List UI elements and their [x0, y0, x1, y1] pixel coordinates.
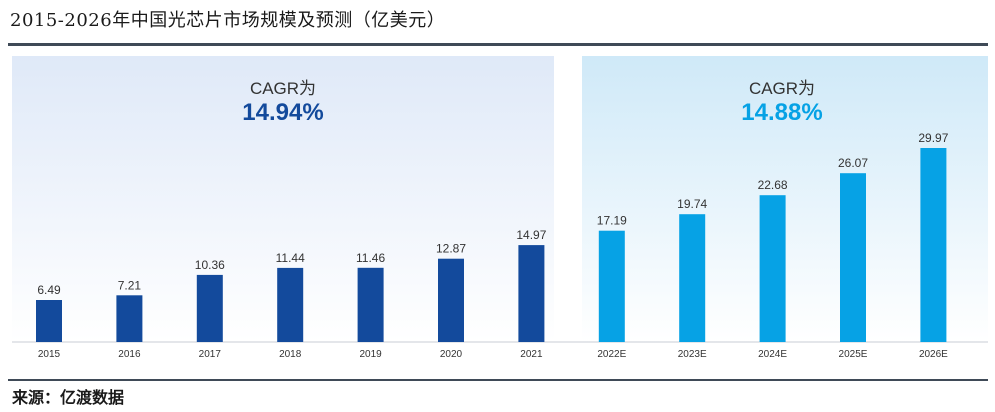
data-label-2016: 7.21	[118, 278, 142, 292]
data-label-2017: 10.36	[195, 258, 225, 272]
bar-2021	[518, 245, 545, 342]
data-label-2018: 11.44	[276, 251, 305, 265]
x-tick-2023E: 2023E	[678, 349, 707, 360]
cagr-value-forecast: 14.88%	[741, 99, 822, 126]
data-label-2025E: 26.07	[838, 156, 868, 170]
x-tick-2025E: 2025E	[839, 349, 868, 360]
bar-2018	[277, 267, 304, 342]
data-label-2024E: 22.68	[758, 178, 788, 192]
chart-title: 2015-2026年中国光芯片市场规模及预测（亿美元）	[10, 10, 446, 31]
bar-2017	[196, 274, 223, 342]
data-label-2026E: 29.97	[918, 131, 948, 145]
cagr-label-historical: CAGR为	[250, 79, 316, 98]
x-tick-2020: 2020	[440, 349, 463, 360]
cagr-value-historical: 14.94%	[242, 99, 323, 126]
x-tick-2022E: 2022E	[597, 349, 626, 360]
bar-2023E	[679, 214, 706, 342]
x-tick-2019: 2019	[359, 349, 382, 360]
bar-2019	[357, 267, 384, 342]
data-label-2022E: 17.19	[597, 214, 627, 228]
cagr-label-forecast: CAGR为	[749, 79, 815, 98]
x-tick-2015: 2015	[38, 349, 61, 360]
source-divider	[8, 379, 988, 381]
bar-2015	[36, 300, 62, 342]
x-tick-2016: 2016	[118, 349, 141, 360]
data-label-2019: 11.46	[356, 251, 385, 265]
bar-2026E	[920, 148, 947, 342]
x-tick-2017: 2017	[199, 349, 222, 360]
x-tick-2024E: 2024E	[758, 349, 787, 360]
bar-2020	[438, 258, 464, 342]
data-label-2021: 14.97	[516, 228, 546, 242]
data-label-2015: 6.49	[37, 283, 61, 297]
data-label-2020: 12.87	[436, 242, 466, 256]
bar-2024E	[759, 195, 786, 342]
x-tick-2026E: 2026E	[919, 349, 948, 360]
title-divider	[8, 43, 988, 46]
source-note: 来源：亿渡数据	[12, 388, 125, 407]
x-tick-2018: 2018	[279, 349, 302, 360]
data-label-2023E: 19.74	[677, 197, 707, 211]
x-tick-2021: 2021	[520, 349, 543, 360]
bar-2016	[116, 295, 143, 342]
bar-2022E	[598, 230, 625, 342]
bar-2025E	[840, 173, 866, 342]
